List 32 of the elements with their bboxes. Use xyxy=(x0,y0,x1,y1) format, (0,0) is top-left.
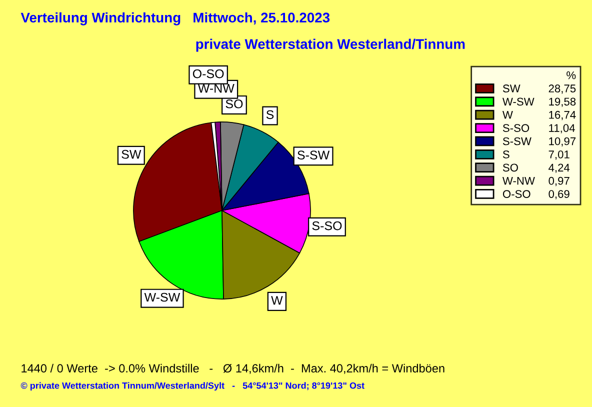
chart-subtitle: private Wetterstation Westerland/Tinnum xyxy=(196,38,465,52)
legend-label: SO xyxy=(502,164,518,172)
slice-label: W-SW xyxy=(144,292,180,302)
data-label: 16,74 xyxy=(549,110,576,120)
legend-label: O-SO xyxy=(502,190,530,198)
slice-label: S-SO xyxy=(312,221,342,230)
data-label: 10,97 xyxy=(549,137,576,146)
text: © private Wetterstation Tinnum/Westerland/Sylt - 54°54'13" Nord; 8°19'13" Ost xyxy=(20,382,364,391)
data-label: 4,24 xyxy=(548,164,570,173)
legend-label: S-SW xyxy=(502,137,532,146)
legend-label: W-NW xyxy=(502,177,535,185)
slice-label: W xyxy=(271,296,283,305)
category-label: O-SO xyxy=(192,69,224,78)
data-label: 7,01 xyxy=(548,150,570,160)
legend-title: % xyxy=(566,71,576,80)
legend-label: S xyxy=(502,150,510,158)
data-label: 0,69 xyxy=(548,190,570,200)
data-label: 0,97 xyxy=(548,176,570,186)
data-label: 19,58 xyxy=(549,98,576,107)
slice-label: SO xyxy=(226,99,243,108)
slice-label: W-NW xyxy=(198,84,234,93)
legend-label: SW xyxy=(502,84,520,92)
legend-label: W-SW xyxy=(502,98,534,106)
chart-title: Verteilung Windrichtung Mittwoch, 25.10.2023 xyxy=(20,12,330,26)
text: 1440 / 0 Werte -> 0.0% Windstille - Ø 14,6km/h - Max. 40,2km/h = Windböen xyxy=(22,364,444,374)
data-label: 28,75 xyxy=(548,84,576,94)
data-label: 11,04 xyxy=(549,124,575,134)
legend-label: S-SO xyxy=(502,124,530,132)
slice-label: SW xyxy=(122,150,142,159)
legend-label: W xyxy=(502,111,513,119)
slice-label: S xyxy=(266,110,274,120)
slice-label: S-SW xyxy=(298,150,330,160)
